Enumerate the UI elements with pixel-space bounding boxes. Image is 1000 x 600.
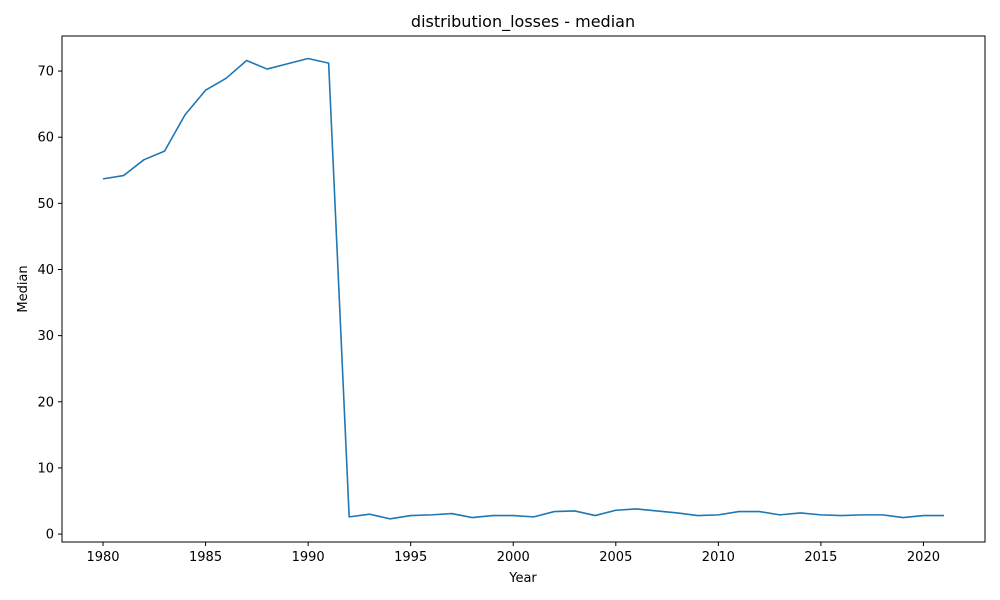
y-axis-label: Median	[16, 265, 31, 312]
x-tick-label: 2005	[599, 550, 632, 565]
y-tick-label: 70	[37, 65, 54, 80]
y-tick-label: 20	[37, 395, 54, 410]
series-line	[102, 57, 944, 520]
y-tick-label: 30	[37, 329, 54, 344]
y-tick-label: 0	[46, 528, 54, 543]
chart-title: distribution_losses - median	[411, 12, 635, 32]
x-axis-ticks: 1980 1985 1990 1995 2000 2005 2010 2015 2020	[86, 542, 940, 565]
y-axis-ticks: 0 10 20 30 40 50 60 70	[37, 65, 62, 543]
y-tick-label: 10	[37, 461, 54, 476]
x-tick-label: 2020	[907, 550, 940, 565]
x-axis-label: Year	[508, 571, 537, 586]
y-tick-label: 40	[37, 263, 54, 278]
plot-area	[102, 57, 944, 520]
axes-frame	[61, 35, 986, 543]
x-tick-label: 2000	[497, 550, 530, 565]
x-tick-label: 1995	[394, 550, 427, 565]
x-tick-label: 1990	[292, 550, 325, 565]
x-tick-label: 2015	[804, 550, 837, 565]
y-tick-label: 60	[37, 131, 54, 146]
y-tick-label: 50	[37, 197, 54, 212]
x-tick-label: 1985	[189, 550, 222, 565]
x-tick-label: 1980	[86, 550, 119, 565]
x-tick-label: 2010	[702, 550, 735, 565]
